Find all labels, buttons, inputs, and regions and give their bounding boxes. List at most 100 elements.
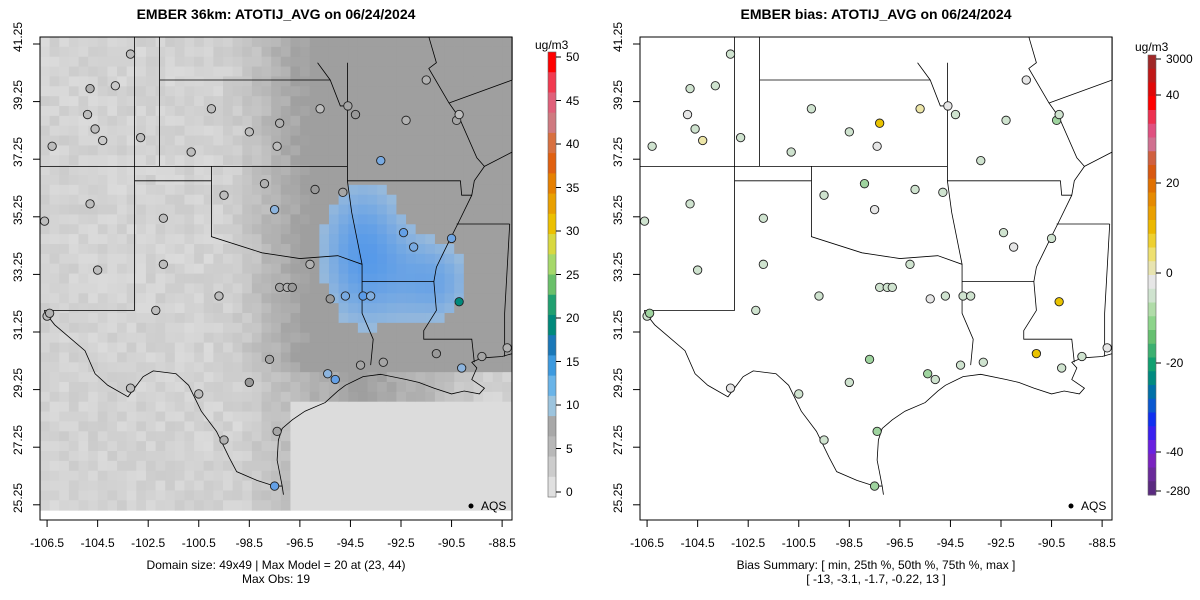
model-cell xyxy=(242,451,253,462)
model-cell xyxy=(165,253,176,265)
model-cell xyxy=(377,352,388,363)
station-marker xyxy=(725,49,736,59)
model-cell xyxy=(415,214,426,225)
model-cell xyxy=(155,106,166,117)
model-cell xyxy=(145,253,157,265)
model-cell xyxy=(328,145,340,156)
model-cell xyxy=(40,253,51,265)
model-cell xyxy=(145,66,157,77)
model-cell xyxy=(271,470,282,482)
x-tick-label: -98.5 xyxy=(235,536,263,550)
model-cell xyxy=(367,204,378,215)
model-cell xyxy=(348,234,359,245)
model-cell xyxy=(174,500,185,511)
model-cell xyxy=(242,263,253,275)
model-cell xyxy=(357,431,369,442)
colorbar-segment xyxy=(548,456,556,478)
model-cell xyxy=(194,460,205,472)
model-cell xyxy=(338,145,349,156)
model-cell xyxy=(136,244,147,255)
model-cell xyxy=(328,37,340,48)
model-cell xyxy=(194,490,205,501)
model-cell xyxy=(203,145,214,156)
model-cell xyxy=(463,313,474,324)
model-cell xyxy=(251,204,263,215)
model-cell xyxy=(88,244,99,255)
model-cell xyxy=(59,86,70,97)
model-cell xyxy=(145,204,157,215)
model-cell xyxy=(107,470,118,482)
model-cell xyxy=(165,322,176,334)
model-cell xyxy=(107,411,118,422)
model-cell xyxy=(434,372,446,383)
station-marker xyxy=(269,204,280,215)
model-cell xyxy=(174,115,185,127)
model-cell xyxy=(483,460,494,472)
model-cell xyxy=(463,362,474,373)
x-tick-label: -104.5 xyxy=(680,536,715,550)
model-cell xyxy=(444,480,455,491)
model-cell xyxy=(184,421,195,432)
model-cell xyxy=(165,382,176,393)
model-cell xyxy=(251,145,263,156)
model-cell xyxy=(97,155,108,166)
model-cell xyxy=(232,490,243,501)
model-cell xyxy=(434,342,446,353)
model-cell xyxy=(328,303,340,314)
model-cell xyxy=(126,322,137,334)
model-cell xyxy=(223,352,234,363)
state-border xyxy=(644,36,735,312)
model-cell xyxy=(386,451,397,462)
model-cell xyxy=(155,411,166,422)
model-cell xyxy=(396,490,407,501)
model-cell xyxy=(348,145,359,156)
model-cell xyxy=(348,273,359,284)
model-cell xyxy=(145,431,157,442)
model-cell xyxy=(145,56,157,68)
model-cell xyxy=(213,303,224,314)
model-cell xyxy=(49,293,60,304)
model-cell xyxy=(203,224,214,235)
model-cell xyxy=(406,401,417,413)
model-cell xyxy=(155,46,166,58)
model-cell xyxy=(261,155,272,166)
model-cell xyxy=(280,155,291,166)
model-cell xyxy=(425,244,436,255)
model-cell xyxy=(328,224,340,235)
model-cell xyxy=(473,470,484,482)
model-cell xyxy=(107,56,118,68)
model-cell xyxy=(300,362,311,373)
model-cell xyxy=(223,490,234,501)
model-cell xyxy=(68,303,80,314)
model-cell xyxy=(203,500,214,511)
model-cell xyxy=(165,283,176,294)
colorbar-tick-label: 40 xyxy=(566,137,580,151)
model-cell xyxy=(203,411,214,422)
model-cell xyxy=(396,145,407,156)
model-cell xyxy=(406,253,417,265)
model-cell xyxy=(463,145,474,156)
model-cell xyxy=(213,500,224,511)
model-cell xyxy=(155,293,166,304)
y-tick-label: 25.25 xyxy=(11,482,25,513)
model-cell xyxy=(40,224,51,235)
model-cell xyxy=(434,115,446,127)
model-cell xyxy=(319,145,330,156)
model-cell xyxy=(396,37,407,48)
model-cell xyxy=(280,224,291,235)
model-cell xyxy=(338,332,349,344)
model-cell xyxy=(145,184,157,196)
model-cell xyxy=(367,273,378,284)
model-cell xyxy=(40,382,51,393)
model-cell xyxy=(136,273,147,284)
model-cell xyxy=(502,37,513,48)
model-cell xyxy=(107,313,118,324)
model-cell xyxy=(194,76,205,87)
model-cell xyxy=(300,175,311,186)
model-cell xyxy=(203,125,214,137)
model-cell xyxy=(473,303,484,314)
model-cell xyxy=(280,362,291,373)
model-cell xyxy=(107,253,118,265)
model-cell xyxy=(463,115,474,127)
model-cell xyxy=(415,441,426,452)
